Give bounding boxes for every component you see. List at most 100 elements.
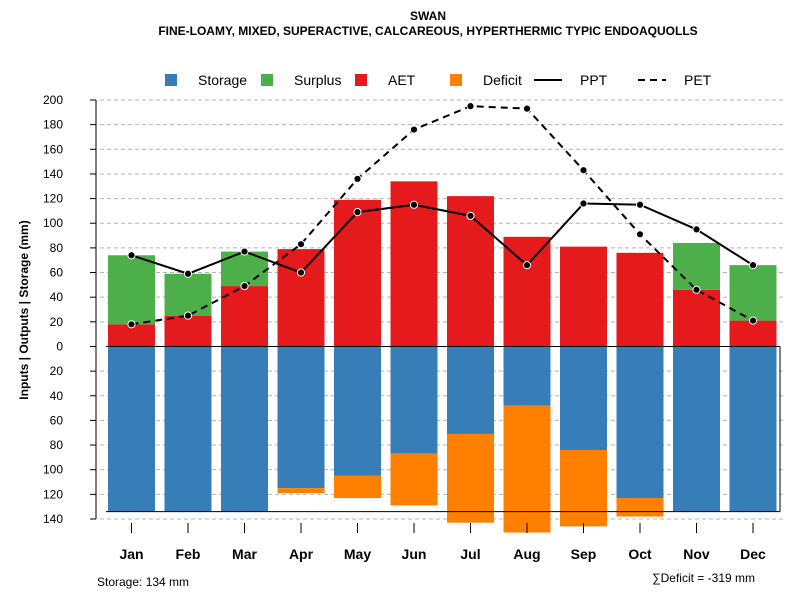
surplus-bar-nov: [673, 242, 720, 290]
y-axis-label: Inputs | Outputs | Storage (mm): [17, 220, 31, 399]
legend-label-ppt: PPT: [580, 72, 608, 88]
legend-label-pet: PET: [684, 72, 712, 88]
ppt-point-dec: [748, 261, 758, 270]
y-tick-label: 20: [50, 315, 64, 329]
storage-bar-dec: [729, 346, 777, 512]
y-tick-label: 120: [43, 192, 63, 206]
ppt-point-sep: [579, 199, 588, 208]
aet-bar-jun: [390, 181, 438, 347]
y-tick-label: 60: [50, 266, 64, 280]
bars: [106, 181, 781, 533]
y-tick-label: 200: [43, 93, 63, 107]
legend-swatch-deficit: [450, 74, 462, 86]
storage-bar-feb: [164, 346, 212, 512]
ppt-line: [131, 202, 754, 275]
surplus-bar-dec: [729, 265, 777, 321]
storage-bar-jun: [390, 346, 438, 454]
storage-bar-may: [334, 346, 381, 476]
storage-bar-apr: [277, 346, 325, 489]
legend-swatch-surplus: [261, 74, 273, 86]
y-tick-label: 100: [43, 463, 63, 477]
x-tick-label-aug: Aug: [513, 546, 540, 562]
storage-bar-nov: [673, 346, 720, 512]
deficit-note: ∑Deficit = -319 mm: [652, 571, 755, 585]
y-tick-label: 80: [50, 241, 64, 255]
y-tick-label: 120: [43, 487, 63, 501]
legend-swatch-aet: [355, 74, 367, 86]
deficit-bar-oct: [616, 498, 664, 517]
x-tick-label-sep: Sep: [571, 546, 597, 562]
y-tick-label: 80: [50, 438, 64, 452]
series-lines: [127, 102, 758, 329]
aet-bar-jul: [447, 196, 494, 347]
ppt-point-jul: [466, 211, 475, 220]
legend-label-surplus: Surplus: [294, 72, 341, 88]
x-tick-label-jan: Jan: [119, 546, 143, 562]
deficit-bar-jun: [390, 453, 438, 506]
storage-bar-oct: [616, 346, 664, 499]
legend-swatch-storage: [165, 74, 177, 86]
deficit-bar-jul: [447, 433, 494, 523]
ppt-point-may: [353, 208, 362, 217]
aet-bar-dec: [729, 320, 777, 347]
surplus-bar-feb: [164, 273, 212, 316]
legend-label-deficit: Deficit: [483, 72, 522, 88]
y-tick-label: 180: [43, 118, 63, 132]
legend-label-aet: AET: [388, 72, 416, 88]
legend-label-storage: Storage: [198, 72, 247, 88]
pet-point-jan: [127, 320, 136, 329]
y-axis: 2001801601401201008060402002040608010012…: [43, 93, 97, 526]
deficit-bar-aug: [503, 405, 551, 533]
chart-subtitle: FINE-LOAMY, MIXED, SUPERACTIVE, CALCAREO…: [158, 24, 697, 38]
x-tick-label-oct: Oct: [628, 546, 652, 562]
legend: Storage Surplus AET Deficit PPT PET: [165, 72, 712, 88]
x-tick-label-nov: Nov: [683, 546, 710, 562]
storage-bar-jan: [108, 346, 155, 512]
pet-point-apr: [296, 240, 306, 249]
surplus-bar-jan: [108, 255, 155, 325]
pet-point-aug: [522, 104, 532, 113]
deficit-bar-sep: [560, 449, 607, 527]
y-tick-label: 100: [43, 216, 63, 230]
ppt-point-aug: [522, 261, 532, 270]
aet-bar-apr: [277, 249, 325, 347]
grid-lines: [100, 99, 785, 520]
y-tick-label: 60: [50, 413, 64, 427]
pet-point-feb: [183, 311, 193, 320]
x-tick-label-feb: Feb: [176, 546, 201, 562]
x-tick-label-mar: Mar: [232, 546, 257, 562]
chart-title: SWAN: [410, 9, 446, 23]
deficit-bar-may: [334, 475, 381, 499]
x-tick-label-dec: Dec: [740, 546, 766, 562]
ppt-point-jun: [409, 200, 419, 209]
ppt-point-feb: [183, 269, 193, 278]
storage-bar-aug: [503, 346, 551, 406]
pet-point-nov: [692, 285, 701, 294]
y-tick-label: 140: [43, 512, 63, 526]
aet-bar-feb: [164, 315, 212, 347]
aet-bar-aug: [503, 236, 551, 347]
y-tick-label: 160: [43, 142, 63, 156]
y-tick-label: 20: [50, 364, 64, 378]
aet-bar-oct: [616, 252, 664, 347]
pet-point-oct: [635, 230, 645, 239]
x-tick-label-jul: Jul: [460, 546, 480, 562]
pet-point-jul: [466, 102, 475, 111]
y-tick-label: 140: [43, 167, 63, 181]
x-tick-label-may: May: [344, 546, 371, 562]
pet-point-may: [353, 174, 362, 183]
aet-bar-mar: [221, 286, 268, 347]
aet-bar-may: [334, 199, 381, 347]
x-axis-labels: Jan Feb Mar Apr May Jun Jul Aug Sep Oct Nov Dec: [119, 523, 766, 562]
ppt-point-mar: [240, 247, 249, 256]
aet-bar-sep: [560, 246, 607, 347]
pet-point-jun: [409, 125, 419, 134]
y-tick-label: 40: [50, 389, 64, 403]
pet-line: [131, 105, 754, 326]
storage-bar-mar: [221, 346, 268, 512]
pet-point-sep: [579, 166, 588, 175]
storage-note: Storage: 134 mm: [97, 575, 189, 589]
storage-bar-sep: [560, 346, 607, 450]
ppt-point-nov: [692, 225, 701, 234]
